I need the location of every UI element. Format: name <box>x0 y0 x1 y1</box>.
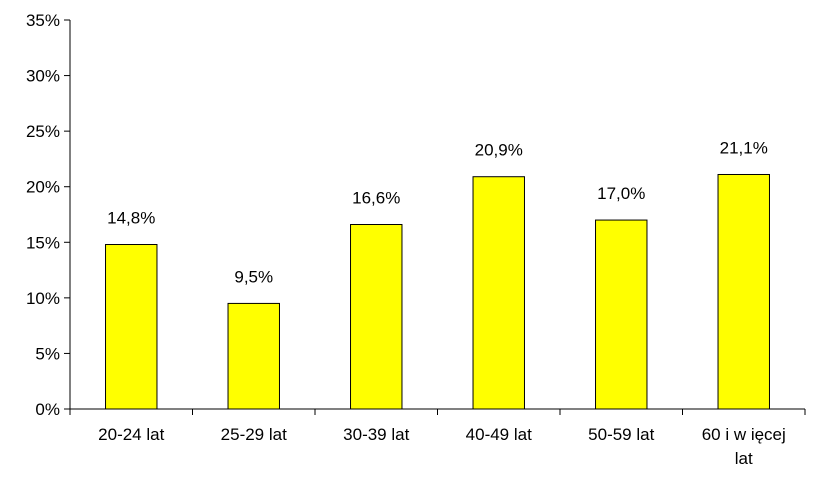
x-tick-label: 50-59 lat <box>588 425 654 444</box>
x-tick-label: 60 i w ięcej <box>702 425 786 444</box>
data-label: 9,5% <box>234 267 273 286</box>
y-tick-label: 20% <box>26 178 60 197</box>
x-tick-label: 25-29 lat <box>221 425 287 444</box>
y-tick-label: 10% <box>26 289 60 308</box>
bar <box>105 244 158 410</box>
y-tick-label: 5% <box>35 344 60 363</box>
data-label: 14,8% <box>107 209 155 228</box>
bar <box>350 224 403 410</box>
bar <box>717 173 770 410</box>
x-tick-label: 40-49 lat <box>466 425 532 444</box>
bar <box>227 302 280 410</box>
bar <box>472 176 525 410</box>
data-label: 20,9% <box>475 141 523 160</box>
data-label: 21,1% <box>720 138 768 157</box>
x-tick-label: 30-39 lat <box>343 425 409 444</box>
y-tick-label: 15% <box>26 233 60 252</box>
y-tick-label: 0% <box>35 400 60 419</box>
y-tick-label: 30% <box>26 67 60 86</box>
y-tick-label: 25% <box>26 122 60 141</box>
data-label: 17,0% <box>597 184 645 203</box>
y-tick-label: 35% <box>26 11 60 30</box>
x-tick-label: lat <box>735 449 753 468</box>
bar <box>595 219 648 410</box>
plot-area: 0% 5% 10% 15% 20% 25% 30% 35% 14,8% 20-24 lat 9,5%… <box>26 11 806 468</box>
x-tick-label: 20-24 lat <box>98 425 164 444</box>
data-label: 16,6% <box>352 189 400 208</box>
